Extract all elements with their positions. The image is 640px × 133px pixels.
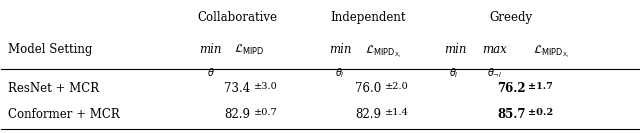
Text: Independent: Independent (330, 11, 406, 24)
Text: Collaborative: Collaborative (197, 11, 277, 24)
Text: $\mathcal{L}_{\mathsf{MIPD}}$: $\mathcal{L}_{\mathsf{MIPD}}$ (234, 43, 264, 57)
Text: ResNet + MCR: ResNet + MCR (8, 82, 99, 95)
Text: ±0.7: ±0.7 (254, 108, 278, 117)
Text: min: min (444, 43, 467, 56)
Text: $\mathcal{L}_{\mathsf{MIPD}_{\mathsf{X}_i}}$: $\mathcal{L}_{\mathsf{MIPD}_{\mathsf{X}_… (534, 43, 570, 60)
Text: ±1.7: ±1.7 (529, 82, 553, 91)
Text: ±2.0: ±2.0 (385, 82, 409, 91)
Text: max: max (483, 43, 508, 56)
Text: 85.7: 85.7 (497, 108, 525, 121)
Text: min: min (199, 43, 221, 56)
Text: $\theta_i$: $\theta_i$ (335, 66, 344, 80)
Text: 82.9: 82.9 (224, 108, 250, 121)
Text: 73.4: 73.4 (224, 82, 250, 95)
Text: Conformer + MCR: Conformer + MCR (8, 108, 120, 121)
Text: ±0.2: ±0.2 (529, 108, 554, 117)
Text: 82.9: 82.9 (355, 108, 381, 121)
Text: $\theta_{\neg i}$: $\theta_{\neg i}$ (487, 66, 502, 80)
Text: ±3.0: ±3.0 (254, 82, 278, 91)
Text: Model Setting: Model Setting (8, 43, 92, 56)
Text: ±1.4: ±1.4 (385, 108, 409, 117)
Text: 76.0: 76.0 (355, 82, 381, 95)
Text: $\theta_i$: $\theta_i$ (449, 66, 459, 80)
Text: min: min (330, 43, 352, 56)
Text: 76.2: 76.2 (497, 82, 525, 95)
Text: $\mathcal{L}_{\mathsf{MIPD}_{\mathsf{X}_i}}$: $\mathcal{L}_{\mathsf{MIPD}_{\mathsf{X}_… (365, 43, 401, 60)
Text: $\theta$: $\theta$ (207, 66, 214, 78)
Text: Greedy: Greedy (490, 11, 532, 24)
